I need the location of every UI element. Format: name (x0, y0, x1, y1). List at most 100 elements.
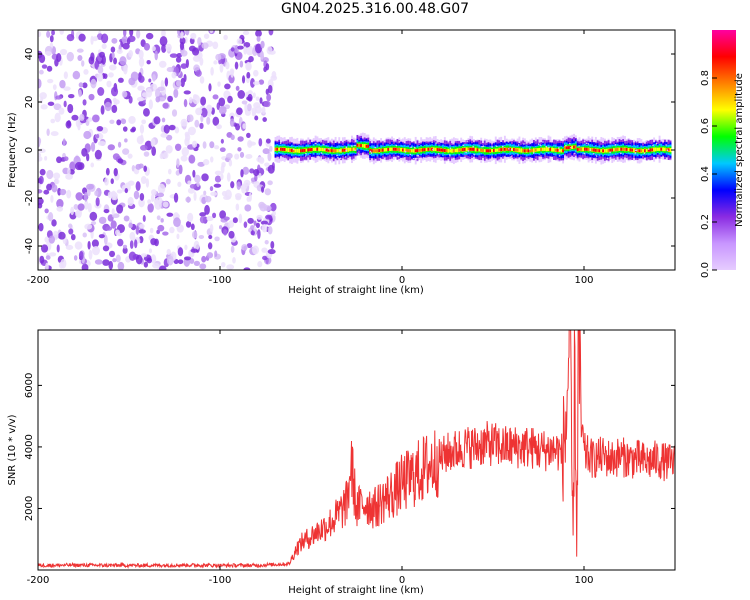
noise-blob (82, 232, 87, 238)
noise-blob (56, 198, 64, 209)
noise-blob (162, 151, 169, 159)
noise-blob (258, 138, 263, 147)
noise-blob (157, 86, 165, 91)
signal-peak (407, 149, 410, 153)
signal-speck (277, 156, 279, 159)
noise-blob (223, 195, 231, 201)
noise-blob (78, 33, 86, 42)
noise-blob (239, 60, 244, 68)
noise-blob (174, 143, 182, 151)
noise-blob (249, 168, 255, 174)
noise-blob (190, 223, 195, 231)
signal-peak (624, 147, 626, 151)
signal-speck (568, 142, 571, 145)
signal-peak (418, 148, 421, 152)
signal-peak (398, 148, 401, 152)
noise-blob (173, 88, 179, 98)
signal-peak (454, 149, 457, 153)
noise-blob (98, 216, 107, 225)
noise-blob (188, 154, 196, 164)
noise-blob (135, 181, 141, 192)
signal-peak (665, 148, 668, 152)
signal-peak (580, 147, 583, 151)
noise-blob (86, 153, 90, 162)
noise-blob (111, 104, 118, 114)
noise-blob (227, 95, 233, 104)
noise-blob (246, 196, 251, 202)
noise-blob (221, 190, 228, 197)
noise-blob (38, 78, 42, 89)
signal-peak (625, 147, 628, 151)
noise-blob (108, 72, 114, 78)
signal-peak (574, 145, 577, 149)
signal-peak (309, 148, 312, 152)
signal-peak (533, 148, 535, 152)
signal-peak (278, 147, 281, 151)
noise-blob (230, 245, 235, 253)
signal-speck (532, 152, 535, 154)
noise-region (38, 30, 278, 270)
signal-peak (591, 148, 594, 152)
noise-blob (193, 94, 198, 100)
signal-peak (462, 148, 464, 152)
noise-blob (60, 258, 67, 269)
signal-peak (480, 148, 483, 152)
noise-blob (81, 60, 85, 67)
noise-blob (212, 116, 220, 126)
signal-peak (645, 148, 648, 152)
noise-blob (267, 226, 273, 235)
signal-speck (609, 151, 611, 154)
signal-peak (576, 148, 579, 152)
noise-blob (165, 134, 173, 141)
noise-blob (39, 69, 44, 75)
noise-blob (230, 47, 235, 52)
noise-blob (234, 153, 240, 160)
noise-blob (242, 30, 250, 36)
noise-blob (120, 118, 127, 125)
signal-peak (649, 148, 652, 152)
noise-blob (38, 54, 46, 64)
noise-blob (226, 172, 231, 182)
noise-blob (143, 165, 148, 172)
signal-peak (536, 148, 539, 152)
noise-blob (53, 103, 62, 111)
signal-peak (587, 147, 590, 151)
signal-peak (458, 148, 461, 152)
signal-peak (662, 147, 665, 151)
noise-blob (177, 259, 184, 265)
signal-peak (584, 147, 586, 151)
noise-blob (261, 186, 265, 193)
noise-blob (199, 212, 207, 217)
signal-peak (336, 149, 339, 153)
noise-blob (78, 89, 82, 98)
signal-speck (592, 153, 595, 155)
signal-peak (596, 149, 599, 153)
signal-peak (518, 148, 521, 152)
signal-speck (328, 148, 330, 150)
noise-blob (200, 96, 207, 106)
noise-blob (148, 248, 153, 254)
snr-y-tick-label: 4000 (24, 434, 35, 459)
signal-peak (631, 148, 634, 152)
noise-blob (123, 64, 128, 75)
noise-blob (166, 212, 174, 217)
spectrogram-y-tick-label: -20 (24, 190, 35, 206)
signal-peak (316, 147, 319, 151)
noise-blob (212, 212, 217, 219)
noise-blob (221, 161, 226, 168)
noise-blob (68, 228, 74, 235)
signal-peak (343, 148, 346, 152)
noise-blob (219, 210, 227, 220)
spectrogram-x-axis-label: Height of straight line (km) (288, 285, 424, 296)
noise-blob (44, 51, 52, 56)
noise-blob (38, 152, 42, 158)
noise-blob (169, 53, 178, 58)
noise-blob (38, 137, 41, 147)
spectrogram-y-tick-label: 0 (24, 147, 35, 153)
signal-peak (478, 148, 481, 152)
signal-peak (281, 147, 284, 151)
signal-peak (447, 149, 450, 153)
noise-blob (206, 216, 214, 222)
noise-blob (180, 63, 188, 69)
signal-speck (517, 154, 519, 156)
